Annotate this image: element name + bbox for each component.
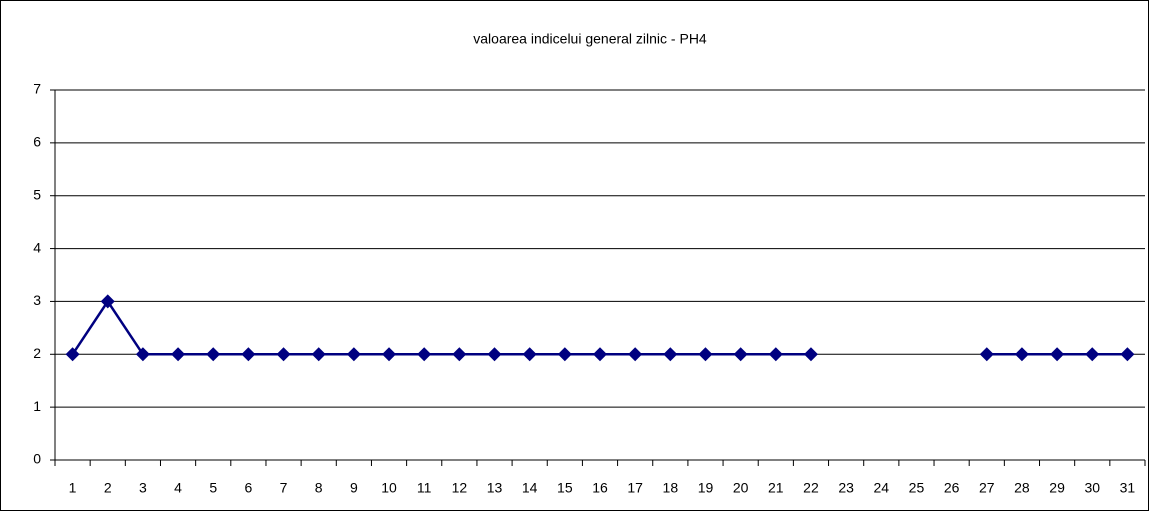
data-point <box>1050 347 1065 362</box>
x-tick-label: 13 <box>487 480 503 496</box>
chart-title: valoarea indicelui general zilnic - PH4 <box>473 31 707 47</box>
y-tick-label: 3 <box>33 292 41 308</box>
data-point <box>311 347 326 362</box>
data-point <box>1085 347 1100 362</box>
x-tick-label: 27 <box>979 480 995 496</box>
x-tick-label: 9 <box>350 480 358 496</box>
x-tick-label: 4 <box>174 480 182 496</box>
x-tick-label: 3 <box>139 480 147 496</box>
data-point <box>979 347 994 362</box>
data-point <box>663 347 678 362</box>
x-tick-label: 15 <box>557 480 573 496</box>
x-tick-label: 8 <box>315 480 323 496</box>
data-point <box>768 347 783 362</box>
data-point <box>135 347 150 362</box>
x-tick-label: 25 <box>909 480 925 496</box>
y-tick-label: 7 <box>33 81 41 97</box>
x-tick-label: 22 <box>803 480 819 496</box>
data-point <box>628 347 643 362</box>
x-tick-label: 23 <box>838 480 854 496</box>
x-tick-label: 2 <box>104 480 112 496</box>
x-tick-label: 14 <box>522 480 538 496</box>
data-point <box>241 347 256 362</box>
x-tick-label: 6 <box>244 480 252 496</box>
x-tick-label: 17 <box>627 480 643 496</box>
data-point <box>276 347 291 362</box>
y-tick-label: 1 <box>33 398 41 414</box>
x-tick-label: 12 <box>452 480 468 496</box>
x-tick-label: 7 <box>280 480 288 496</box>
data-point <box>417 347 432 362</box>
x-tick-label: 26 <box>944 480 960 496</box>
x-tick-label: 24 <box>874 480 890 496</box>
data-point <box>803 347 818 362</box>
data-point <box>557 347 572 362</box>
x-tick-label: 18 <box>663 480 679 496</box>
y-tick-label: 4 <box>33 239 41 255</box>
data-point <box>171 347 186 362</box>
data-point <box>65 347 80 362</box>
x-tick-label: 21 <box>768 480 784 496</box>
data-point <box>1014 347 1029 362</box>
data-point <box>206 347 221 362</box>
data-point <box>522 347 537 362</box>
data-point <box>487 347 502 362</box>
x-tick-label: 1 <box>69 480 77 496</box>
y-tick-label: 5 <box>33 186 41 202</box>
data-point <box>593 347 607 362</box>
x-tick-label: 20 <box>733 480 749 496</box>
x-tick-label: 5 <box>209 480 217 496</box>
y-tick-label: 2 <box>33 345 41 361</box>
data-point <box>1120 347 1135 362</box>
data-point <box>733 347 748 362</box>
x-tick-label: 29 <box>1049 480 1065 496</box>
x-tick-label: 10 <box>381 480 397 496</box>
data-point <box>346 347 361 362</box>
x-tick-label: 16 <box>592 480 608 496</box>
x-tick-label: 31 <box>1120 480 1136 496</box>
x-tick-label: 11 <box>417 480 432 496</box>
data-point <box>382 347 397 362</box>
x-tick-label: 28 <box>1014 480 1030 496</box>
data-point <box>452 347 467 362</box>
data-point <box>100 294 115 309</box>
y-tick-label: 6 <box>33 134 41 150</box>
x-tick-label: 30 <box>1084 480 1100 496</box>
y-tick-label: 0 <box>33 451 41 467</box>
data-point <box>698 347 713 362</box>
x-tick-label: 19 <box>698 480 714 496</box>
